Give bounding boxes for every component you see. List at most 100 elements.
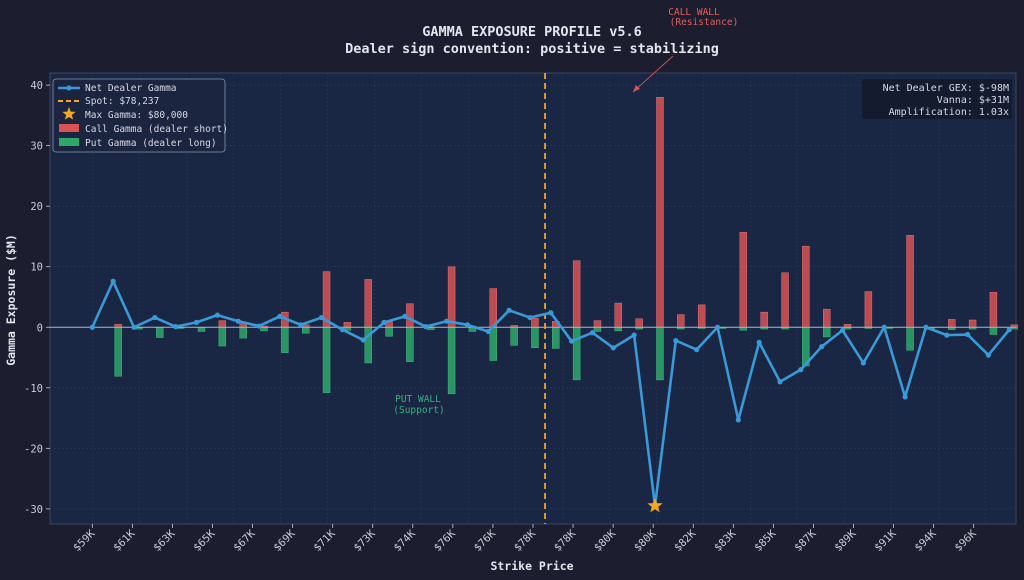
x-tick-label: $83K <box>712 527 739 554</box>
x-tick-label: $82K <box>672 527 699 554</box>
net-gamma-point <box>110 278 116 284</box>
info-vanna: Vanna: $+31M <box>937 95 1009 106</box>
put-gamma-bar <box>239 327 247 339</box>
y-tick-label: 10 <box>30 262 43 274</box>
net-gamma-point <box>360 337 366 343</box>
put-gamma-bar <box>447 327 456 395</box>
call-gamma-bar <box>989 291 998 328</box>
legend-net-marker <box>66 85 72 91</box>
y-tick-label: -20 <box>24 443 43 455</box>
net-gamma-point <box>694 347 700 353</box>
net-gamma-point <box>506 307 512 313</box>
net-gamma-point <box>569 338 575 344</box>
net-gamma-point <box>777 379 783 385</box>
call-gamma-bar <box>948 319 956 328</box>
call-wall-label: CALL WALL <box>668 7 720 18</box>
y-tick-label: 40 <box>30 80 43 92</box>
net-gamma-point <box>944 332 950 338</box>
net-gamma-point <box>964 331 971 338</box>
net-gamma-point <box>152 314 158 321</box>
put-wall-sublabel: (Support) <box>393 405 444 416</box>
net-gamma-point <box>839 327 846 333</box>
x-tick-label: $74K <box>392 527 419 554</box>
net-gamma-point <box>235 318 241 324</box>
put-gamma-bar <box>989 327 998 335</box>
net-gamma-point <box>339 327 345 333</box>
put-gamma-bar <box>552 327 560 349</box>
net-gamma-point <box>1006 327 1012 333</box>
net-gamma-point <box>402 313 408 319</box>
net-gamma-point <box>673 337 679 344</box>
put-gamma-bar <box>531 327 539 349</box>
legend: Net Dealer Gamma Spot: $78,237 Max Gamma… <box>52 78 228 153</box>
put-gamma-bar <box>593 327 602 332</box>
x-tick-label: $85K <box>752 527 779 554</box>
x-tick-label: $96K <box>952 527 979 554</box>
x-tick-label: $67K <box>231 527 258 554</box>
call-gamma-bar <box>906 235 914 328</box>
call-gamma-bar <box>823 308 831 328</box>
x-tick-label: $89K <box>832 527 859 554</box>
y-tick-label: 0 <box>37 322 43 334</box>
info-box: Net Dealer GEX: $-98M Vanna: $+31M Ampli… <box>862 79 1012 119</box>
legend-box <box>52 78 226 153</box>
x-tick-label: $65K <box>191 527 218 554</box>
put-gamma-bar <box>572 327 581 381</box>
legend-put-swatch <box>59 138 79 146</box>
net-gamma-point <box>902 394 908 400</box>
call-gamma-bar <box>447 266 456 328</box>
y-tick-label: -30 <box>24 504 43 516</box>
put-gamma-bar <box>823 327 831 338</box>
net-gamma-point <box>881 324 887 330</box>
x-tick-label: $80K <box>632 527 659 554</box>
put-gamma-bar <box>281 327 289 353</box>
net-gamma-point <box>756 339 762 345</box>
put-gamma-bar <box>656 327 664 381</box>
net-gamma-point <box>277 313 283 319</box>
x-tick-label: $91K <box>872 527 899 554</box>
net-gamma-point <box>610 345 616 351</box>
call-gamma-bar <box>968 319 977 328</box>
put-gamma-bar <box>406 327 414 362</box>
put-wall-label: PUT WALL <box>395 394 441 405</box>
net-gamma-point <box>214 312 220 318</box>
call-gamma-bar <box>593 320 602 328</box>
x-tick-label: $80K <box>592 527 619 554</box>
put-gamma-bar <box>510 327 518 346</box>
net-gamma-point <box>443 318 450 324</box>
call-gamma-bar <box>864 291 873 328</box>
legend-star-icon <box>62 107 76 120</box>
call-gamma-bar <box>614 302 623 328</box>
call-gamma-bar <box>364 279 372 328</box>
legend-max-label: Max Gamma: $80,000 <box>85 110 188 121</box>
x-axis-ticks: $59K $61K $63K $65K $67K $69K $71K $73K $74K $76K… <box>71 524 979 554</box>
put-gamma-bar <box>260 327 268 332</box>
net-gamma-point <box>923 324 929 330</box>
x-tick-label: $87K <box>792 527 819 554</box>
net-gamma-point <box>985 352 992 358</box>
net-gamma-point <box>631 332 637 338</box>
y-axis-label: Gamma Exposure ($M) <box>4 234 18 366</box>
x-tick-label: $61K <box>111 527 138 554</box>
call-gamma-bar <box>781 272 789 328</box>
x-tick-label: $76K <box>472 527 499 554</box>
net-gamma-point <box>714 324 721 330</box>
net-gamma-point <box>256 323 262 329</box>
put-gamma-bar <box>156 327 164 338</box>
put-gamma-bar <box>322 327 331 393</box>
call-gamma-bars <box>114 97 1018 328</box>
net-gamma-point <box>89 324 95 330</box>
x-axis-label: Strike Price <box>490 559 573 573</box>
net-gamma-point <box>819 344 825 350</box>
net-gamma-point <box>464 322 471 328</box>
call-gamma-bar <box>572 260 581 328</box>
net-gamma-point <box>193 319 200 326</box>
put-gamma-bar <box>302 327 310 334</box>
call-gamma-bar <box>343 322 352 328</box>
net-gamma-point <box>131 324 137 330</box>
legend-call-swatch <box>59 124 79 132</box>
x-tick-label: $69K <box>271 527 298 554</box>
y-tick-label: -10 <box>24 383 43 395</box>
put-gamma-bar <box>218 327 227 347</box>
